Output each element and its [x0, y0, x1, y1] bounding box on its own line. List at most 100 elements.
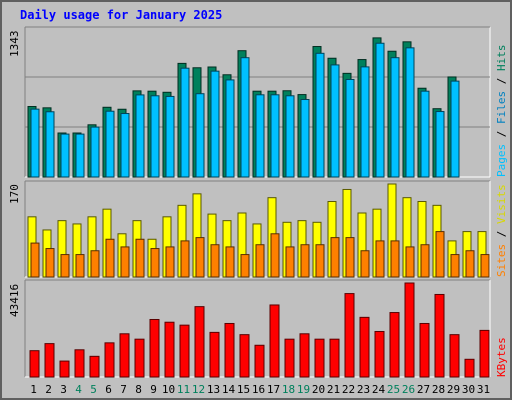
bar-kbytes-day-20 [314, 338, 325, 378]
legend-entry: Files [495, 91, 508, 124]
y-max-label-hits: 1343 [8, 31, 21, 58]
series-files [30, 42, 460, 178]
bar-sites-day-31 [480, 254, 490, 278]
day-label-23: 23 [357, 383, 370, 396]
bar-kbytes-day-14 [224, 322, 235, 378]
day-label-12: 12 [192, 383, 205, 396]
bar-files-day-17 [270, 94, 280, 178]
legend-kbytes: KBytes [495, 337, 508, 377]
bar-kbytes-day-9 [149, 318, 160, 378]
legend-entry: Hits [495, 45, 508, 72]
bar-files-day-19 [300, 99, 310, 178]
bar-sites-day-13 [210, 244, 220, 278]
bar-kbytes-day-7 [119, 333, 130, 378]
day-label-4: 4 [75, 383, 82, 396]
bar-sites-day-7 [120, 246, 130, 278]
day-label-13: 13 [207, 383, 220, 396]
bar-sites-day-17 [270, 233, 280, 278]
bar-sites-day-10 [165, 246, 175, 278]
bar-kbytes-day-21 [329, 338, 340, 378]
bar-kbytes-day-17 [269, 304, 280, 378]
day-label-22: 22 [342, 383, 355, 396]
day-label-1: 1 [30, 383, 37, 396]
bar-files-day-27 [420, 90, 430, 178]
bar-kbytes-day-2 [44, 343, 55, 378]
bar-files-day-6 [105, 110, 115, 178]
day-label-3: 3 [60, 383, 67, 396]
panel-kbytes: 43416 KBytes [8, 279, 508, 378]
chart-panels: 1343 Pages / Files / Hits 170 Sites / Visit… [8, 26, 508, 378]
day-label-29: 29 [447, 383, 460, 396]
bar-sites-day-1 [30, 242, 40, 278]
bar-kbytes-day-16 [254, 344, 265, 378]
bar-sites-day-6 [105, 238, 115, 278]
day-label-30: 30 [462, 383, 475, 396]
panel-hits: 1343 Pages / Files / Hits [8, 26, 508, 178]
bar-files-day-28 [435, 111, 445, 178]
bar-kbytes-day-5 [89, 355, 100, 378]
bar-sites-day-20 [315, 244, 325, 278]
bar-kbytes-day-10 [164, 321, 175, 378]
day-label-26: 26 [402, 383, 415, 396]
bar-sites-day-8 [135, 238, 145, 278]
chart-title: Daily usage for January 2025 [20, 8, 222, 22]
bar-files-day-22 [345, 78, 355, 178]
day-label-17: 17 [267, 383, 280, 396]
bar-files-day-12 [195, 93, 205, 178]
bar-files-day-26 [405, 47, 415, 178]
legend-entry: Visits [495, 184, 508, 224]
bar-kbytes-day-12 [194, 306, 205, 378]
bar-kbytes-day-18 [284, 338, 295, 378]
day-label-8: 8 [135, 383, 142, 396]
bar-files-day-14 [225, 79, 235, 178]
day-label-7: 7 [120, 383, 127, 396]
bar-files-day-2 [45, 111, 55, 178]
bar-kbytes-day-22 [344, 293, 355, 378]
bar-sites-day-2 [45, 248, 55, 278]
series-kbytes [29, 282, 490, 378]
bar-files-day-10 [165, 95, 175, 178]
day-label-2: 2 [45, 383, 52, 396]
day-label-10: 10 [162, 383, 175, 396]
legend-entry: Sites [495, 244, 508, 277]
bar-files-day-7 [120, 113, 130, 178]
day-label-25: 25 [387, 383, 400, 396]
bar-kbytes-day-11 [179, 324, 190, 378]
bar-files-day-8 [135, 94, 145, 178]
bar-sites-day-21 [330, 237, 340, 278]
bar-files-day-11 [180, 67, 190, 178]
bar-sites-day-5 [90, 250, 100, 278]
bar-kbytes-day-25 [389, 312, 400, 378]
bar-kbytes-day-13 [209, 331, 220, 378]
day-label-5: 5 [90, 383, 97, 396]
y-max-label-visits: 170 [8, 184, 21, 204]
bar-sites-day-26 [405, 246, 415, 278]
bar-sites-day-30 [465, 250, 475, 278]
bar-kbytes-day-8 [134, 338, 145, 378]
bar-sites-day-28 [435, 231, 445, 278]
bar-files-day-20 [315, 52, 325, 178]
bar-kbytes-day-27 [419, 322, 430, 378]
bar-kbytes-day-29 [449, 334, 460, 378]
bar-kbytes-day-23 [359, 316, 370, 378]
bar-files-day-18 [285, 95, 295, 178]
bar-sites-day-12 [195, 237, 205, 278]
legend-hits: Pages / Files / Hits [495, 45, 508, 178]
legend-entry: / [495, 124, 508, 144]
bar-files-day-4 [75, 133, 85, 178]
bar-sites-day-14 [225, 246, 235, 278]
bar-sites-day-25 [390, 240, 400, 278]
bar-files-day-1 [30, 108, 40, 178]
bar-sites-day-16 [255, 244, 265, 278]
bar-files-day-15 [240, 57, 250, 178]
bar-kbytes-day-31 [479, 329, 490, 378]
legend-visits: Sites / Visits [495, 184, 508, 277]
bar-sites-day-4 [75, 254, 85, 278]
bar-sites-day-18 [285, 246, 295, 278]
bar-sites-day-24 [375, 240, 385, 278]
legend-entry: / [495, 224, 508, 244]
day-label-16: 16 [252, 383, 265, 396]
bar-files-day-3 [60, 133, 70, 178]
